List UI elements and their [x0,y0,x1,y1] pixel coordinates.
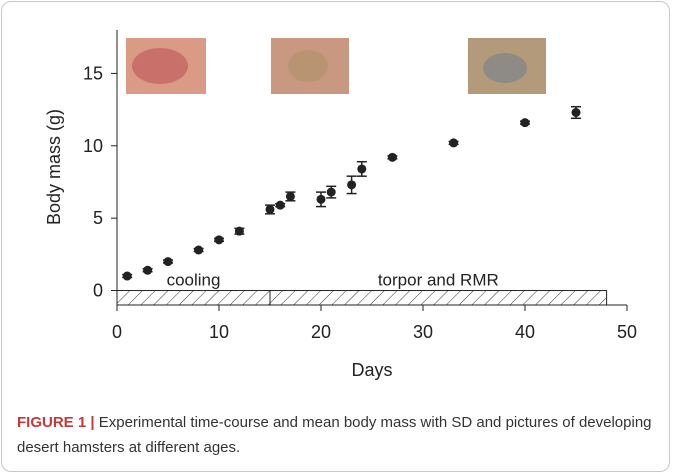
period-bar [269,290,608,306]
y-tick-label: 5 [93,208,103,228]
point [520,118,530,128]
point [571,108,581,117]
point [387,152,397,162]
point [234,226,244,236]
caption: FIGURE 1 | Experimental time-course and … [17,410,657,460]
photo-detail [483,53,527,83]
period-label: torpor and RMR [378,271,499,290]
point [347,180,357,190]
photo-detail [132,48,188,84]
point [194,245,204,255]
caption-label: FIGURE 1 | [17,414,95,431]
point [214,235,224,245]
x-tick-label: 20 [311,322,331,342]
chart: Body mass (g) Days 0 5 10 15 0 10 20 30 40 50 cool… [44,30,637,380]
point [357,164,367,174]
point [326,187,336,197]
y-tick-label: 15 [83,63,103,83]
point [265,204,275,214]
x-tick-label: 40 [515,322,535,342]
x-tick-label: 30 [413,322,433,342]
point [143,265,153,275]
x-tick-label: 0 [112,322,122,342]
photo-detail [288,50,328,82]
y-tick-label: 10 [83,136,103,156]
point [122,271,132,281]
y-tick-label: 0 [93,281,103,301]
x-tick-label: 10 [209,322,229,342]
point [163,257,173,267]
point [285,191,295,201]
x-tick-label: 50 [617,322,637,342]
period-bar [116,290,271,306]
caption-text: Experimental time-course and mean body m… [17,414,652,456]
point [449,138,459,148]
period-label: cooling [167,271,221,290]
y-axis-label: Body mass (g) [44,109,64,225]
point [316,194,326,204]
point [275,200,285,210]
x-axis-label: Days [351,360,392,380]
